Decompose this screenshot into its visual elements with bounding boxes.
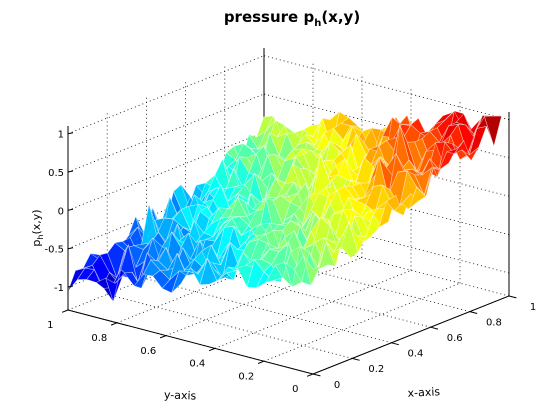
y-tick-label: 0.6 — [140, 346, 156, 357]
surface-patch — [491, 115, 510, 118]
y-axis-line — [67, 309, 314, 375]
grid-line — [146, 278, 392, 344]
z-tick-label: 0 — [58, 206, 64, 217]
surface-patch — [484, 115, 502, 147]
x-tick-label: 0 — [334, 380, 340, 391]
chart-title: pressure ph(x,y) — [224, 8, 360, 29]
x-tick-mark — [508, 295, 517, 299]
z-tick-label: -1 — [54, 283, 64, 294]
y-tick-label: 0 — [292, 384, 298, 395]
surface-mesh — [67, 110, 510, 302]
grid-line — [263, 55, 510, 121]
z-tick-mark — [67, 247, 74, 250]
x-axis-label: x-axis — [407, 385, 440, 400]
z-tick-mark — [67, 208, 74, 211]
y-tick-label: 0.4 — [189, 359, 205, 370]
x-tick-label: 0.2 — [368, 364, 384, 375]
y-tick-mark — [159, 335, 167, 339]
x-tick-mark — [469, 311, 478, 314]
z-tick-label: 1 — [58, 130, 64, 141]
y-tick-mark — [61, 309, 69, 313]
y-tick-label: 0.2 — [238, 371, 254, 382]
y-tick-label: 0.8 — [91, 333, 107, 344]
grid-line — [67, 55, 265, 135]
axes-front — [61, 126, 517, 377]
x-tick-label: 0.6 — [447, 333, 463, 344]
x-tick-mark — [391, 342, 399, 346]
y-tick-mark — [257, 360, 265, 364]
x-tick-mark — [430, 326, 439, 330]
y-tick-mark — [306, 373, 314, 377]
z-tick-mark — [67, 170, 74, 173]
z-tick-mark — [67, 285, 74, 288]
y-tick-mark — [110, 322, 118, 326]
tick-labels: 0 0.2 0.4 0.6 0.8 1 0 0.2 0.4 0.6 0.8 1 -1 -0.5 0 0.5 1 — [44, 130, 536, 396]
y-axis-label: y-axis — [164, 388, 197, 402]
y-tick-mark — [208, 347, 216, 352]
z-axis-label: ph(x,y) — [30, 209, 45, 246]
x-tick-mark — [312, 373, 321, 377]
grid-line — [263, 282, 461, 362]
z-tick-mark — [67, 132, 74, 135]
y-tick-label: 1 — [47, 320, 53, 331]
x-tick-mark — [352, 357, 360, 361]
z-tick-label: 0.5 — [48, 168, 64, 179]
x-tick-label: 0.8 — [486, 317, 502, 328]
x-tick-label: 0.4 — [407, 349, 423, 360]
z-tick-label: -0.5 — [44, 245, 64, 256]
x-tick-label: 1 — [530, 302, 536, 313]
x-axis-line — [312, 295, 510, 375]
